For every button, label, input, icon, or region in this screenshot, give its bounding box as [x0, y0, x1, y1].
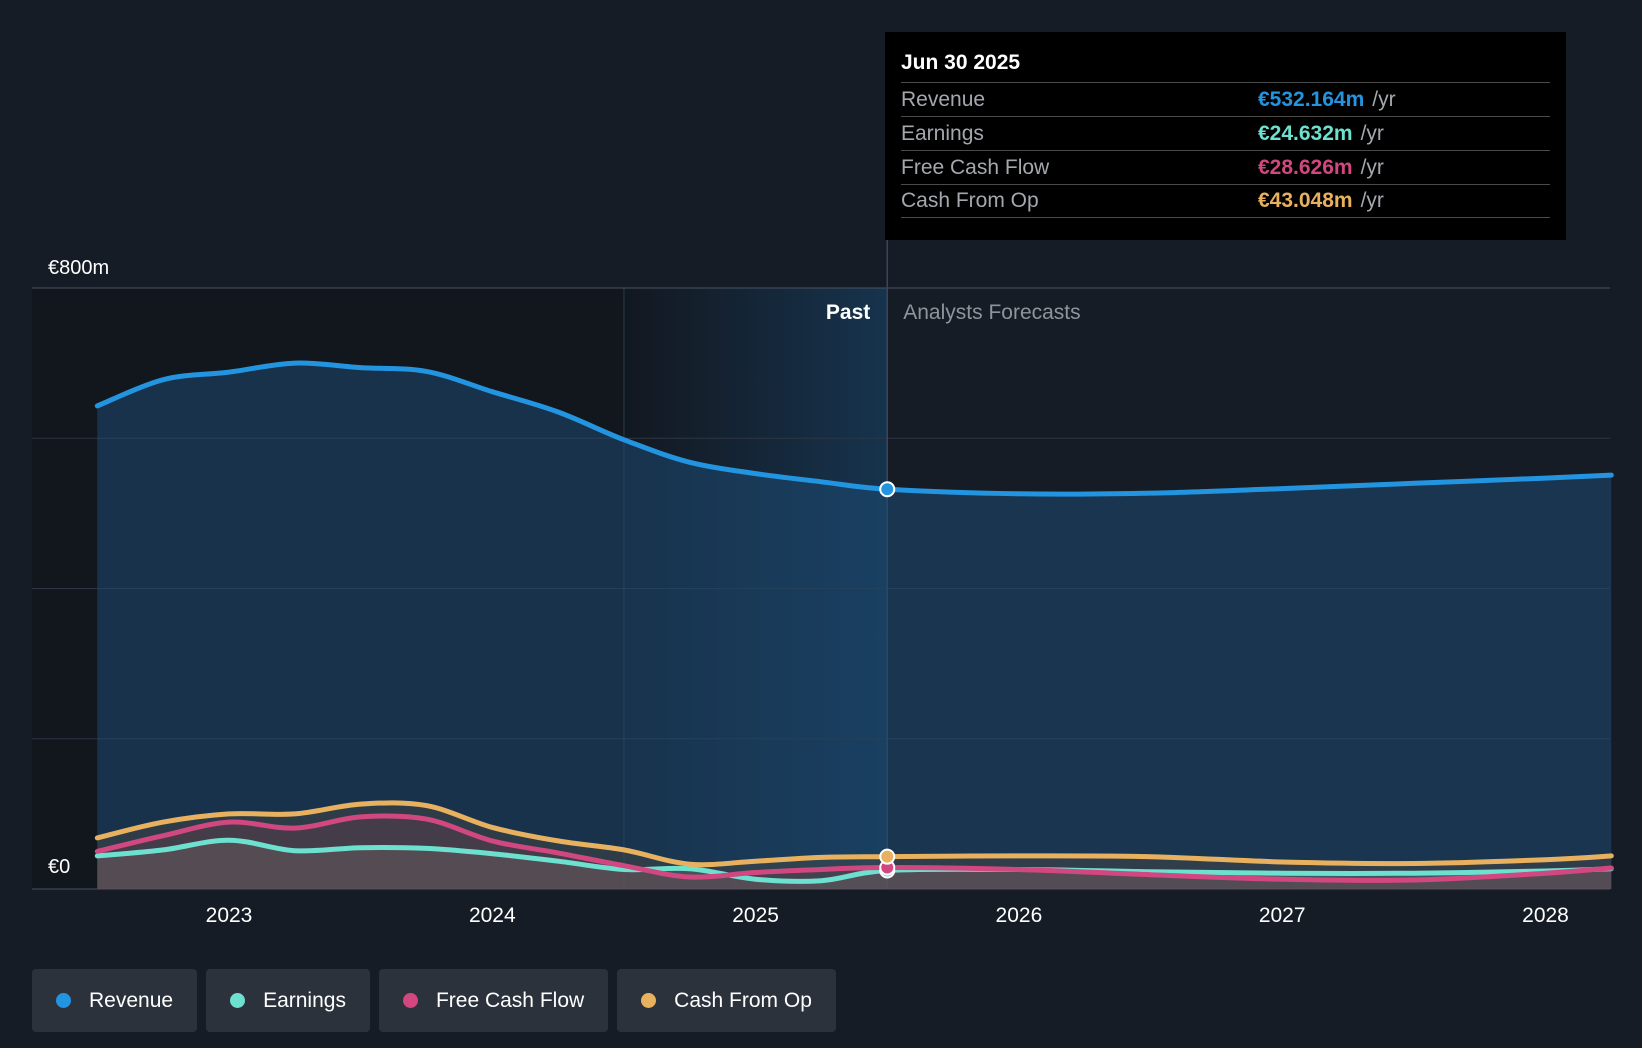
tooltip-row-cash-from-op: Cash From Op €43.048m /yr: [901, 184, 1550, 218]
tooltip-label: Earnings: [901, 121, 984, 145]
tooltip-row-revenue: Revenue €532.164m /yr: [901, 82, 1550, 116]
tooltip-unit: /yr: [1360, 121, 1384, 145]
free-cash-flow-dot-icon: [402, 993, 418, 1008]
legend-item-free-cash-flow[interactable]: Free Cash Flow: [378, 969, 609, 1032]
cash-from-op-marker: [879, 848, 896, 865]
tooltip-unit: /yr: [1360, 189, 1384, 212]
revenue-area: [97, 363, 1612, 890]
legend-label: Revenue: [89, 988, 174, 1012]
legend-item-revenue[interactable]: Revenue: [32, 969, 198, 1032]
x-tick-label: 2027: [1259, 904, 1306, 927]
tooltip-unit: /yr: [1372, 87, 1396, 111]
legend-item-earnings[interactable]: Earnings: [206, 969, 370, 1032]
legend-label: Cash From Op: [674, 988, 812, 1012]
revenue-dot-icon: [56, 993, 71, 1008]
tooltip-unit: /yr: [1360, 155, 1384, 179]
tooltip-label: Cash From Op: [901, 189, 1039, 212]
tooltip-label: Free Cash Flow: [901, 155, 1050, 179]
tooltip-value: €43.048m: [1258, 189, 1353, 212]
x-tick-label: 2023: [206, 904, 253, 927]
tooltip: Jun 30 2025 Revenue €532.164m /yr Earnin…: [885, 32, 1566, 240]
cash-from-op-line: [94, 800, 1614, 868]
earnings-dot-icon: [230, 993, 246, 1008]
legend: Revenue Earnings Free Cash Flow Cash Fro…: [32, 969, 836, 1032]
tooltip-row-earnings: Earnings €24.632m /yr: [901, 116, 1550, 150]
earnings-line: [94, 837, 1614, 884]
y-axis-label-max: €800m: [48, 257, 109, 279]
legend-label: Free Cash Flow: [435, 988, 585, 1012]
tooltip-label: Revenue: [901, 87, 986, 111]
tooltip-value: €532.164m: [1258, 87, 1365, 111]
tooltip-row-free-cash-flow: Free Cash Flow €28.626m /yr: [901, 150, 1550, 184]
legend-item-cash-from-op[interactable]: Cash From Op: [617, 969, 836, 1032]
x-tick-label: 2025: [732, 904, 779, 927]
past-label: Past: [826, 301, 870, 324]
free-cash-flow-line: [94, 813, 1614, 883]
revenue-line: [94, 360, 1614, 497]
tooltip-value: €24.632m: [1258, 121, 1353, 145]
tooltip-date: Jun 30 2025: [901, 51, 1021, 74]
cash-from-op-dot-icon: [641, 993, 657, 1008]
tooltip-value: €28.626m: [1258, 155, 1353, 179]
y-axis-label-min: €0: [48, 856, 70, 878]
revenue-marker: [879, 481, 896, 498]
x-tick-label: 2026: [996, 904, 1043, 927]
free-cash-flow-area: [97, 815, 1612, 889]
legend-label: Earnings: [263, 988, 346, 1012]
x-tick-label: 2028: [1522, 904, 1569, 927]
forecast-label: Analysts Forecasts: [903, 301, 1080, 324]
x-tick-label: 2024: [469, 904, 516, 927]
